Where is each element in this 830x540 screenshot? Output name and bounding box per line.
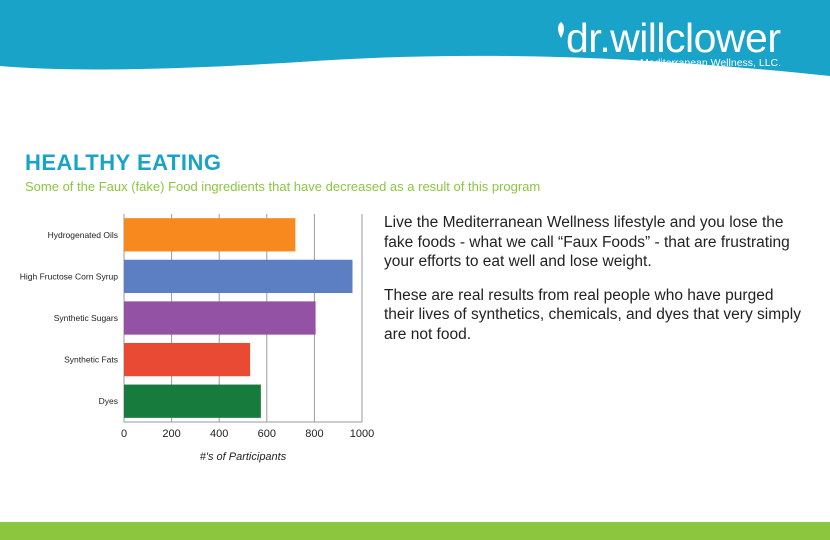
description-paragraph-2: These are real results from real people … xyxy=(384,286,801,343)
leaf-icon xyxy=(558,22,564,38)
x-tick-label: 1000 xyxy=(350,428,374,440)
chart-x-axis-label: #'s of Participants xyxy=(200,451,287,463)
bar[interactable] xyxy=(124,342,251,377)
brand-logo[interactable]: dr.willclower Mediterranean Wellness, LL… xyxy=(556,14,814,74)
x-tick-label: 200 xyxy=(162,428,180,440)
brand-name: dr.willclower xyxy=(566,15,781,61)
x-tick-label: 400 xyxy=(210,428,228,440)
chart-bars xyxy=(124,218,353,418)
x-tick-label: 0 xyxy=(121,428,127,440)
category-label: Synthetic Sugars xyxy=(54,313,118,323)
bar[interactable] xyxy=(124,384,261,418)
footer-bar xyxy=(0,522,830,540)
brand-tagline: Mediterranean Wellness, LLC. xyxy=(640,57,782,69)
category-label: Dyes xyxy=(99,396,118,406)
category-label: High Fructose Corn Syrup xyxy=(20,271,119,281)
category-label: Hydrogenated Oils xyxy=(48,230,118,240)
chart-x-ticks: 0 200 400 600 800 1000 xyxy=(121,428,374,440)
x-tick-label: 600 xyxy=(258,428,276,440)
bar-chart: Hydrogenated Oils High Fructose Corn Syru… xyxy=(20,214,374,463)
page-subtitle: Some of the Faux (fake) Food ingredients… xyxy=(25,179,541,194)
bar[interactable] xyxy=(124,218,296,252)
header-banner xyxy=(0,0,830,76)
category-label: Synthetic Fats xyxy=(64,355,118,365)
description-paragraph-1: Live the Mediterranean Wellness lifestyl… xyxy=(384,214,790,270)
bar[interactable] xyxy=(124,259,353,294)
bar[interactable] xyxy=(124,301,316,335)
description: Live the Mediterranean Wellness lifestyl… xyxy=(384,213,804,358)
chart-category-labels: Hydrogenated Oils High Fructose Corn Syru… xyxy=(20,230,119,406)
page-title: HEALTHY EATING xyxy=(25,150,222,175)
x-tick-label: 800 xyxy=(305,428,323,440)
